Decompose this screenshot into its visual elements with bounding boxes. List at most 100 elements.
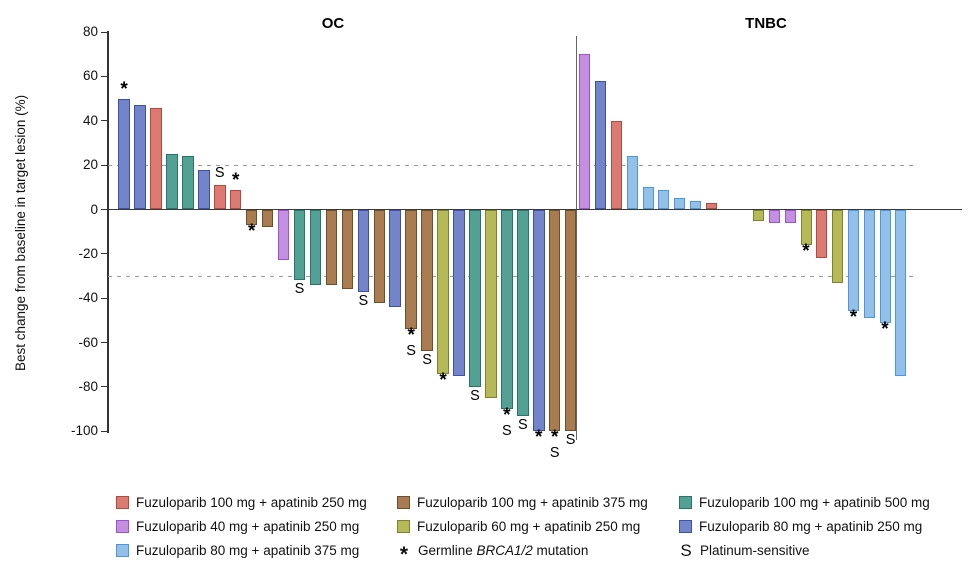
platinum-sensitive-marker: S: [549, 445, 560, 462]
threshold-line: [108, 165, 913, 167]
bar: [150, 107, 162, 210]
y-tick-label: -100: [70, 423, 98, 439]
y-tick-mark: [100, 31, 108, 33]
brca-mutation-marker: *: [231, 169, 240, 191]
bar: [198, 169, 210, 210]
brca-mutation-marker: *: [849, 307, 858, 329]
bar: [689, 200, 701, 210]
bar: [293, 209, 306, 281]
legend: Fuzuloparib 100 mg + apatinib 250 mg Fuzu…: [116, 490, 976, 566]
bar: [405, 209, 417, 330]
bar: [579, 54, 591, 210]
bar: [134, 105, 146, 210]
bar: [548, 209, 561, 432]
legend-label: Fuzuloparib 80 mg + apatinib 250 mg: [699, 518, 923, 534]
legend-swatch: [397, 495, 410, 509]
bar: [389, 209, 401, 308]
bar: [245, 209, 258, 226]
y-tick-label: -80: [78, 378, 98, 394]
legend-item: Fuzuloparib 80 mg + apatinib 250 mg: [679, 519, 976, 534]
brca-legend-symbol: *: [399, 542, 409, 566]
legend-swatch: [679, 519, 692, 533]
bar: [469, 209, 481, 387]
bar: [485, 209, 497, 398]
platinum-legend-symbol: S: [680, 540, 692, 560]
bar: [453, 209, 465, 376]
legend-swatch: [397, 519, 410, 533]
bar: [325, 209, 338, 285]
y-tick-mark: [100, 341, 108, 344]
bar: [863, 209, 875, 319]
y-tick-mark: [100, 297, 108, 299]
y-tick-mark: [100, 208, 108, 211]
bar: [309, 209, 322, 285]
bar: [341, 209, 354, 290]
platinum-sensitive-marker: S: [565, 432, 576, 449]
brca-mutation-marker: *: [120, 78, 128, 100]
bar: [642, 187, 654, 210]
platinum-sensitive-marker: S: [517, 416, 528, 433]
platinum-sensitive-marker: S: [422, 352, 432, 369]
bar: [832, 209, 844, 283]
bar: [768, 209, 780, 223]
legend-label: Fuzuloparib 100 mg + apatinib 375 mg: [417, 494, 648, 510]
platinum-sensitive-marker: S: [294, 281, 305, 298]
bar: [421, 209, 433, 352]
legend-item: * Germline BRCA1/2 mutation: [397, 542, 679, 566]
brca-mutation-marker: *: [439, 369, 447, 391]
y-tick-mark: [100, 386, 108, 388]
bar: [895, 209, 907, 376]
y-axis-label: Best change from baseline in target lesi…: [13, 94, 28, 371]
bar: [182, 156, 194, 210]
legend-item: Fuzuloparib 40 mg + apatinib 250 mg: [116, 519, 397, 534]
legend-item: Fuzuloparib 60 mg + apatinib 250 mg: [397, 519, 679, 534]
legend-item: Fuzuloparib 100 mg + apatinib 250 mg: [116, 495, 397, 510]
bar: [784, 209, 796, 223]
y-tick-label: -40: [78, 290, 98, 306]
bar: [705, 202, 717, 210]
bar: [879, 209, 891, 323]
brca-mutation-marker: *: [550, 427, 559, 449]
y-tick-mark: [100, 120, 108, 122]
y-tick-label: -60: [78, 334, 98, 350]
y-tick-mark: [100, 164, 108, 166]
bar: [800, 209, 812, 245]
platinum-sensitive-marker: S: [358, 292, 369, 309]
legend-label: Fuzuloparib 100 mg + apatinib 250 mg: [136, 494, 367, 510]
platinum-sensitive-marker: S: [470, 387, 480, 404]
bar: [214, 185, 226, 210]
legend-label: Fuzuloparib 40 mg + apatinib 250 mg: [136, 518, 360, 534]
y-tick-mark: [100, 430, 108, 432]
panel-title-tnbc: TNBC: [745, 15, 787, 32]
panel-title-oc: OC: [321, 15, 345, 32]
brca-mutation-marker: *: [503, 405, 511, 427]
bar: [674, 198, 686, 210]
bar: [277, 209, 290, 261]
bar: [533, 209, 545, 432]
brca-mutation-marker: *: [407, 325, 415, 347]
bar: [166, 154, 178, 210]
bar: [753, 209, 765, 221]
legend-item: Fuzuloparib 100 mg + apatinib 375 mg: [397, 495, 679, 510]
legend-swatch: [116, 543, 129, 557]
legend-label: Fuzuloparib 60 mg + apatinib 250 mg: [417, 518, 641, 534]
bar: [437, 209, 449, 374]
legend-label: Fuzuloparib 100 mg + apatinib 500 mg: [699, 494, 930, 510]
bar: [658, 189, 670, 210]
y-tick-label: 20: [82, 157, 98, 173]
y-tick-mark: [100, 75, 108, 78]
legend-label: Platinum-sensitive: [700, 542, 810, 558]
brca-mutation-marker: *: [802, 240, 810, 262]
legend-label: Germline BRCA1/2 mutation: [418, 542, 589, 558]
bar: [229, 189, 242, 210]
y-tick-label: 60: [82, 68, 98, 84]
y-tick-mark: [100, 253, 108, 255]
bar: [373, 209, 385, 303]
legend-item: Fuzuloparib 80 mg + apatinib 375 mg: [116, 543, 397, 558]
bar: [118, 98, 130, 210]
brca-mutation-marker: *: [535, 427, 543, 449]
bar: [610, 120, 622, 210]
bar: [501, 209, 513, 410]
bar: [626, 156, 638, 210]
